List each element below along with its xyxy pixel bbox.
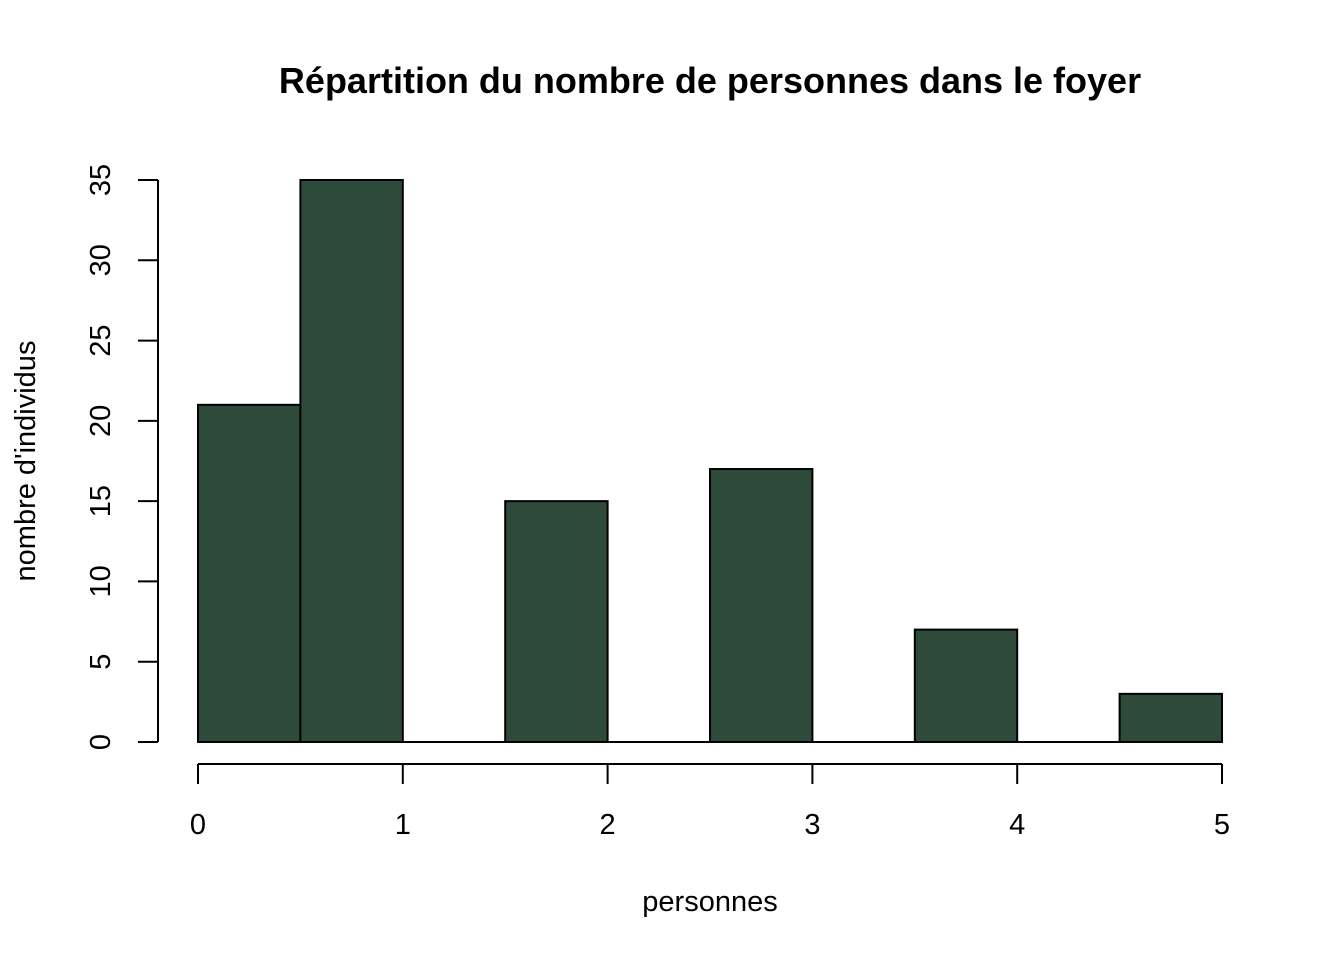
x-tick-label: 1 [395, 809, 411, 841]
x-tick-label: 4 [1009, 809, 1025, 841]
x-axis-label: personnes [642, 886, 777, 918]
y-axis: 0 5 10 15 20 25 30 35 [85, 164, 159, 750]
y-tick-label: 5 [85, 654, 117, 670]
histogram-bar [197, 403, 302, 743]
x-tick-label: 2 [600, 809, 616, 841]
x-tick-label: 0 [190, 809, 206, 841]
bars-group [197, 179, 1223, 743]
histogram-bar [709, 468, 814, 743]
y-axis-label: nombre d'individus [10, 341, 42, 582]
histogram-bar [504, 500, 609, 743]
y-tick-label: 35 [85, 164, 117, 196]
x-tick-label: 3 [804, 809, 820, 841]
histogram-bar [1118, 692, 1223, 743]
histogram-bar [913, 628, 1019, 743]
chart-title: Répartition du nombre de personnes dans … [279, 60, 1141, 101]
y-tick-label: 30 [85, 244, 117, 276]
x-axis: 0 1 2 3 4 5 [190, 763, 1230, 841]
y-tick-label: 0 [85, 734, 117, 750]
y-tick-label: 25 [85, 324, 117, 356]
y-tick-label: 10 [85, 565, 117, 597]
x-tick-label: 5 [1214, 809, 1230, 841]
y-tick-label: 20 [85, 405, 117, 437]
y-tick-label: 15 [85, 485, 117, 517]
histogram-bar [299, 179, 404, 743]
